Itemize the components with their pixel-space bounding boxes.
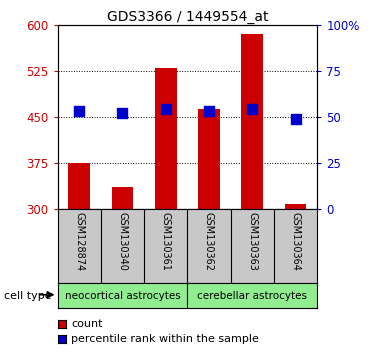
Text: GSM130362: GSM130362 <box>204 212 214 271</box>
Point <box>293 116 299 121</box>
Bar <box>242 34 263 209</box>
Text: count: count <box>71 319 103 329</box>
Bar <box>198 109 220 209</box>
Point <box>249 107 255 112</box>
Text: cerebellar astrocytes: cerebellar astrocytes <box>197 291 307 301</box>
Point <box>119 110 125 116</box>
Text: GSM130364: GSM130364 <box>290 212 301 271</box>
Point <box>206 108 212 114</box>
Point <box>163 107 169 112</box>
Text: GSM130363: GSM130363 <box>247 212 257 271</box>
Text: GSM128874: GSM128874 <box>74 212 84 271</box>
Bar <box>285 204 306 209</box>
Bar <box>112 187 133 209</box>
Bar <box>155 68 177 209</box>
Text: GSM130340: GSM130340 <box>118 212 127 271</box>
Text: percentile rank within the sample: percentile rank within the sample <box>71 334 259 344</box>
Point <box>76 108 82 114</box>
Text: neocortical astrocytes: neocortical astrocytes <box>65 291 180 301</box>
Text: cell type: cell type <box>4 291 51 301</box>
Title: GDS3366 / 1449554_at: GDS3366 / 1449554_at <box>106 10 268 24</box>
Text: GSM130361: GSM130361 <box>161 212 171 271</box>
Bar <box>68 163 90 209</box>
